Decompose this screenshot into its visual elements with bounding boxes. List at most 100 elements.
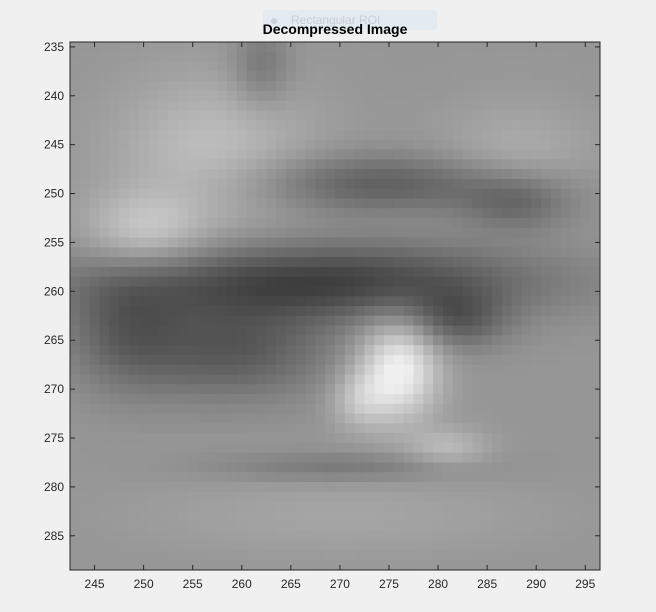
image-pixel (403, 198, 415, 209)
image-pixel (364, 413, 375, 424)
image-pixel (276, 511, 287, 522)
image-pixel (521, 306, 532, 317)
image-pixel (501, 42, 513, 53)
image-pixel (344, 130, 356, 141)
image-pixel (168, 120, 179, 131)
image-pixel (177, 560, 189, 570)
image-pixel (403, 472, 415, 483)
image-pixel (276, 276, 287, 288)
image-pixel (433, 413, 444, 424)
image-pixel (99, 120, 110, 131)
image-pixel (462, 237, 473, 248)
image-pixel (442, 178, 454, 190)
image-pixel (325, 374, 336, 385)
image-pixel (227, 149, 238, 160)
image-pixel (433, 257, 444, 268)
image-pixel (364, 394, 375, 405)
image-pixel (521, 315, 532, 327)
image-pixel (433, 452, 444, 464)
image-pixel (266, 521, 277, 532)
image-pixel (325, 257, 336, 268)
image-pixel (138, 491, 150, 503)
image-pixel (148, 374, 159, 385)
image-pixel (177, 501, 189, 512)
image-pixel (344, 100, 356, 112)
image-pixel (541, 100, 552, 112)
image-pixel (138, 100, 150, 112)
image-pixel (246, 188, 258, 200)
image-pixel (70, 325, 81, 336)
image-pixel (413, 384, 424, 395)
image-pixel (79, 218, 91, 229)
image-pixel (325, 100, 336, 112)
image-pixel (138, 198, 150, 209)
image-pixel (197, 208, 208, 219)
image-pixel (295, 374, 307, 385)
image-pixel (315, 130, 326, 141)
image-pixel (148, 384, 159, 395)
image-pixel (246, 433, 258, 444)
image-pixel (138, 61, 150, 72)
image-pixel (119, 227, 130, 239)
y-tick-label: 260 (44, 284, 64, 298)
image-pixel (79, 198, 91, 209)
image-pixel (541, 188, 552, 200)
image-pixel (482, 540, 493, 552)
image-pixel (472, 374, 483, 385)
image-pixel (570, 61, 581, 72)
image-pixel (187, 198, 199, 209)
image-pixel (266, 345, 277, 356)
image-pixel (354, 511, 366, 522)
image-pixel (79, 276, 91, 288)
image-pixel (393, 354, 405, 366)
image-pixel (364, 247, 375, 258)
image-pixel (276, 433, 287, 444)
image-pixel (344, 325, 356, 336)
image-pixel (550, 71, 562, 82)
image-pixel (541, 491, 552, 503)
x-tick-label: 265 (281, 577, 301, 591)
image-pixel (266, 42, 277, 53)
image-pixel (442, 364, 454, 376)
image-pixel (560, 159, 572, 170)
image-pixel (285, 482, 297, 493)
image-pixel (227, 110, 238, 121)
image-pixel (325, 51, 336, 63)
image-pixel (158, 345, 169, 356)
image-pixel (148, 315, 159, 327)
image-pixel (393, 188, 405, 200)
image-pixel (374, 257, 385, 268)
image-pixel (590, 423, 600, 434)
image-pixel (70, 540, 81, 552)
image-pixel (266, 178, 277, 190)
image-pixel (531, 237, 542, 248)
image-pixel (89, 315, 101, 327)
image-pixel (482, 413, 493, 424)
image-pixel (256, 188, 267, 200)
image-pixel (511, 452, 523, 464)
image-pixel (521, 266, 532, 278)
image-pixel (413, 560, 424, 570)
image-pixel (246, 237, 258, 248)
image-pixel (462, 511, 473, 522)
image-pixel (128, 511, 140, 522)
image-pixel (207, 81, 218, 92)
image-pixel (374, 413, 385, 424)
image-pixel (413, 511, 424, 522)
image-pixel (197, 61, 208, 72)
image-pixel (128, 530, 140, 542)
image-pixel (560, 462, 572, 473)
image-pixel (580, 237, 591, 248)
image-pixel (207, 394, 218, 405)
image-pixel (138, 306, 150, 317)
image-pixel (550, 237, 562, 248)
image-pixel (158, 42, 169, 53)
image-pixel (187, 394, 199, 405)
image-pixel (570, 511, 581, 522)
image-pixel (187, 90, 199, 102)
image-pixel (99, 442, 110, 454)
image-pixel (315, 501, 326, 512)
image-pixel (560, 218, 572, 229)
image-pixel (70, 100, 81, 112)
